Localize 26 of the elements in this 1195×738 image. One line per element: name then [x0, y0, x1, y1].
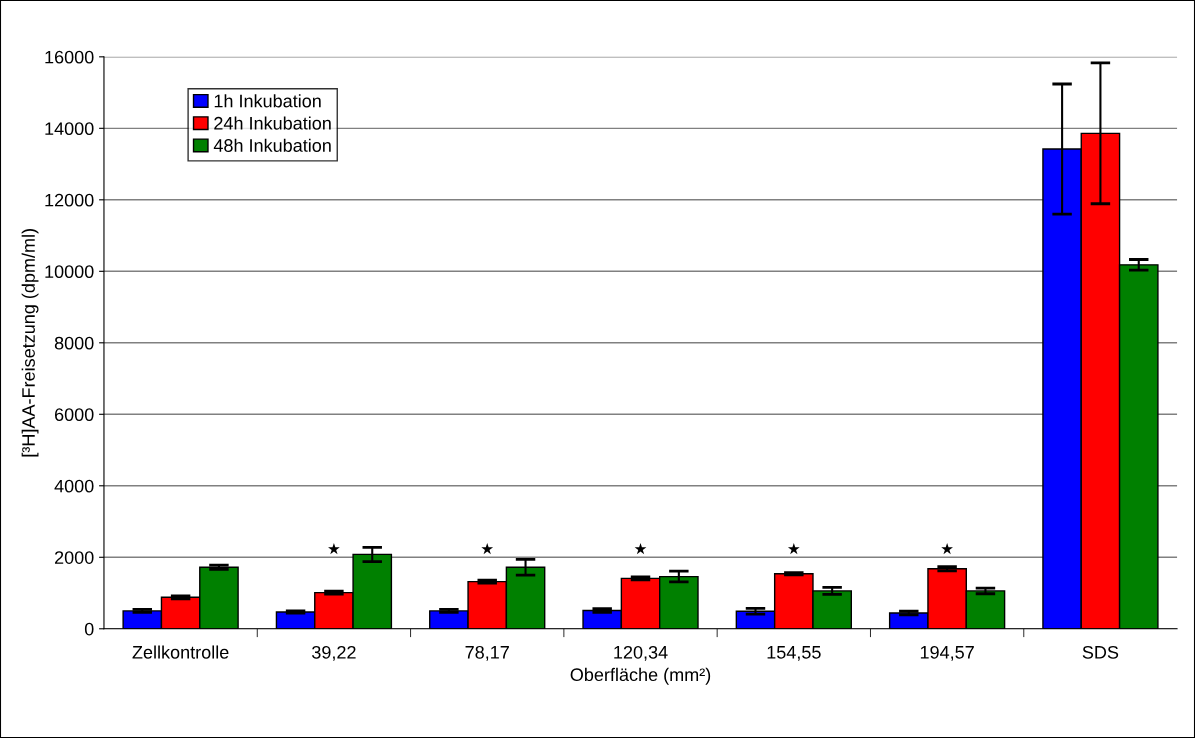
y-tick-label: 4000 — [54, 479, 94, 493]
annotation: ★ — [634, 543, 647, 555]
y-tick-label: 14000 — [45, 122, 94, 136]
y-tick-label: 12000 — [45, 193, 94, 207]
legend-label: 1h Inkubation — [214, 94, 321, 108]
x-tick-label: Zellkontrolle — [132, 645, 229, 659]
x-tick-label: 39,22 — [312, 645, 356, 661]
y-tick-label: 0 — [84, 622, 94, 636]
annotation: ★ — [787, 543, 800, 555]
y-tick-label: 16000 — [45, 50, 94, 64]
legend-label: 24h Inkubation — [214, 116, 331, 130]
x-tick-label: 154,55 — [767, 646, 821, 661]
x-tick-label: SDS — [1082, 645, 1119, 659]
x-axis-title: Oberfläche (mm²) — [570, 667, 711, 685]
y-axis-title: [³H]AA-Freisetzung (dpm/ml) — [21, 229, 39, 457]
x-tick-label: 120,34 — [614, 645, 668, 661]
annotation: ★ — [941, 543, 953, 555]
annotation: ★ — [481, 543, 494, 555]
annotation: ★ — [328, 543, 340, 555]
x-tick-label: 78,17 — [465, 645, 509, 661]
x-tick-label: 194,57 — [920, 645, 974, 661]
y-tick-label: 8000 — [54, 336, 94, 350]
y-tick-label: 6000 — [55, 408, 94, 422]
legend-label: 48h Inkubation — [213, 138, 331, 152]
y-tick-label: 2000 — [54, 551, 94, 564]
y-tick-label: 10000 — [45, 265, 94, 279]
